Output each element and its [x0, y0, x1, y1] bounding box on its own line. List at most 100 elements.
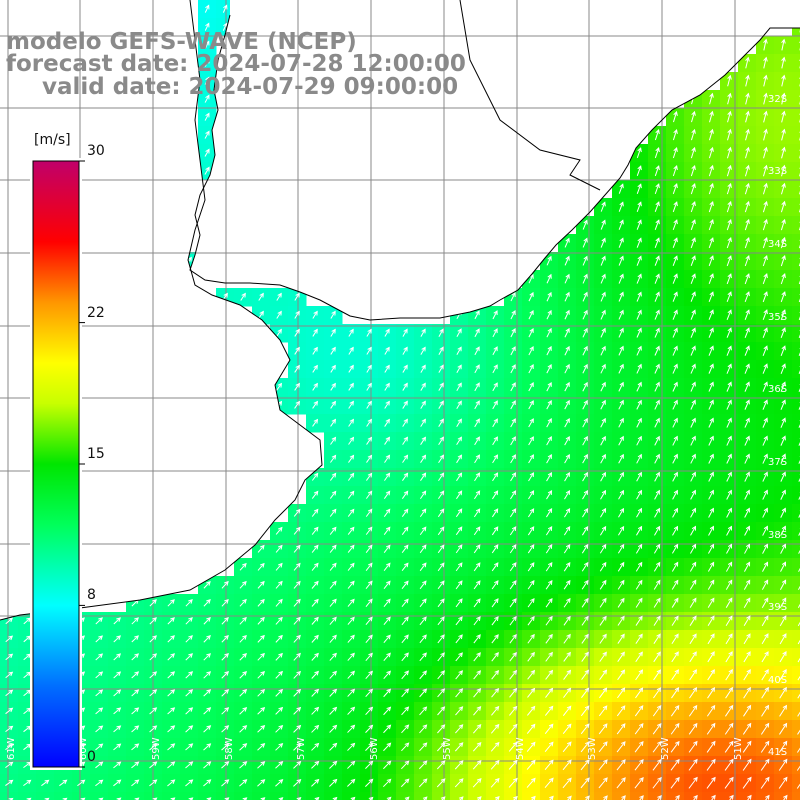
wind-arrow — [693, 794, 698, 800]
wind-arrow — [203, 743, 212, 751]
wind-arrow — [473, 580, 481, 590]
wind-cell — [792, 576, 800, 595]
wind-arrow — [636, 363, 642, 374]
wind-arrow — [384, 346, 390, 355]
wind-arrow — [149, 689, 158, 697]
wind-arrow — [420, 472, 427, 481]
wind-arrow — [707, 686, 716, 699]
wind-cell — [594, 792, 613, 800]
wind-arrow — [203, 580, 211, 589]
wind-arrow — [510, 436, 516, 446]
wind-arrow — [294, 328, 300, 337]
wind-arrow — [276, 328, 282, 337]
wind-arrow — [419, 526, 427, 536]
wind-arrow — [546, 381, 552, 392]
wind-arrow — [672, 273, 678, 284]
wind-arrow — [691, 110, 696, 123]
wind-cell — [792, 198, 800, 217]
wind-arrow — [402, 472, 409, 481]
wind-arrow — [688, 722, 698, 735]
wind-arrow — [780, 218, 786, 231]
wind-arrow — [384, 382, 390, 391]
wind-arrow — [456, 400, 462, 410]
lon-label: 61W — [6, 737, 17, 760]
wind-arrow — [598, 741, 608, 753]
wind-vectors — [5, 4, 800, 800]
wind-arrow — [652, 776, 662, 789]
wind-arrow — [675, 794, 680, 800]
wind-arrow — [581, 615, 589, 626]
wind-arrow — [654, 471, 660, 482]
wind-arrow — [762, 182, 768, 195]
wind-arrow — [401, 526, 409, 536]
wind-arrow — [616, 777, 626, 789]
wind-cell — [792, 630, 800, 649]
wind-arrow — [131, 653, 140, 661]
wind-arrow — [599, 543, 607, 554]
wind-arrow — [5, 617, 14, 625]
wind-arrow — [744, 164, 750, 177]
wind-arrow — [635, 669, 644, 681]
wind-arrow — [438, 400, 444, 409]
wind-arrow — [185, 599, 193, 607]
wind-arrow — [762, 435, 768, 446]
wind-arrow — [706, 776, 716, 789]
wind-arrow — [420, 328, 426, 337]
wind-cell — [648, 792, 667, 800]
wind-arrow — [780, 435, 786, 446]
wind-arrow — [204, 4, 210, 13]
wind-arrow — [581, 633, 589, 644]
wind-arrow — [672, 219, 678, 231]
wind-arrow — [456, 436, 462, 446]
wind-arrow — [275, 526, 283, 535]
wind-arrow — [275, 652, 283, 661]
wind-arrow — [564, 471, 570, 482]
wind-arrow — [293, 508, 301, 517]
wind-arrow — [491, 562, 499, 572]
wind-arrow — [657, 794, 662, 800]
wind-arrow — [474, 490, 481, 500]
wind-arrow — [383, 598, 391, 608]
wind-arrow — [275, 598, 283, 607]
lon-label: 53W — [587, 737, 598, 760]
wind-arrow — [526, 705, 536, 716]
wind-arrow — [672, 417, 678, 428]
wind-arrow — [617, 579, 625, 590]
wind-arrow — [727, 128, 732, 141]
wind-cell — [792, 486, 800, 505]
wind-arrow — [636, 381, 642, 392]
wind-arrow — [672, 128, 678, 141]
wind-arrow — [383, 616, 391, 626]
wind-arrow — [365, 544, 373, 553]
wind-arrow — [546, 291, 552, 302]
wind-arrow — [222, 4, 228, 13]
wind-arrow — [492, 490, 499, 500]
wind-arrow — [546, 454, 552, 464]
wind-arrow — [170, 797, 176, 800]
wind-arrow — [329, 490, 337, 499]
wind-arrow — [329, 544, 337, 553]
wind-arrow — [95, 671, 104, 679]
wind-arrow — [599, 615, 607, 626]
wind-arrow — [366, 436, 373, 445]
wind-arrow — [744, 236, 750, 249]
wind-arrow — [510, 454, 516, 464]
wind-arrow — [600, 507, 607, 518]
wind-arrow — [510, 400, 516, 410]
wind-arrow — [582, 327, 588, 338]
wind-arrow — [257, 544, 265, 553]
wind-arrow — [708, 309, 714, 320]
wind-arrow — [726, 182, 732, 195]
wind-arrow — [311, 724, 320, 733]
wind-arrow — [293, 706, 302, 715]
wind-arrow — [546, 255, 552, 266]
wind-arrow — [239, 616, 247, 625]
wind-arrow — [510, 291, 516, 302]
wind-arrow — [509, 544, 517, 554]
wind-arrow — [796, 747, 800, 753]
wind-arrow — [347, 490, 355, 499]
wind-arrow — [636, 399, 642, 410]
wind-arrow — [617, 543, 625, 554]
wind-arrow — [780, 345, 786, 356]
wind-arrow — [131, 689, 140, 697]
